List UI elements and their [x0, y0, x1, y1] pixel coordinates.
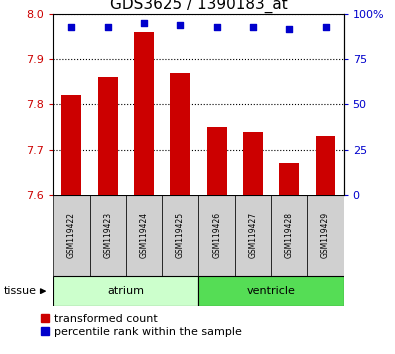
Bar — [126, 195, 162, 276]
Point — [105, 24, 111, 30]
Legend: transformed count, percentile rank within the sample: transformed count, percentile rank withi… — [39, 312, 244, 339]
Point — [68, 24, 75, 30]
Point — [322, 24, 329, 30]
Bar — [235, 195, 271, 276]
Point — [213, 24, 220, 30]
Bar — [62, 95, 81, 195]
Point — [286, 26, 292, 32]
Text: GSM119424: GSM119424 — [139, 212, 149, 258]
Text: GSM119428: GSM119428 — [285, 212, 294, 258]
Bar — [98, 77, 118, 195]
Text: ventricle: ventricle — [246, 286, 295, 296]
Bar — [271, 195, 307, 276]
Text: GSM119425: GSM119425 — [176, 212, 185, 258]
Text: GSM119426: GSM119426 — [212, 212, 221, 258]
Text: GSM119427: GSM119427 — [248, 212, 258, 258]
Bar — [134, 32, 154, 195]
Text: GSM119423: GSM119423 — [103, 212, 112, 258]
Bar — [53, 276, 199, 306]
Bar — [162, 195, 199, 276]
Text: atrium: atrium — [107, 286, 145, 296]
Point — [141, 20, 147, 26]
Bar — [243, 131, 263, 195]
Text: GSM119422: GSM119422 — [67, 212, 76, 258]
Bar — [316, 136, 335, 195]
Bar — [307, 195, 344, 276]
Bar — [90, 195, 126, 276]
Point — [177, 22, 184, 28]
Text: tissue: tissue — [4, 286, 37, 296]
Title: GDS3625 / 1390183_at: GDS3625 / 1390183_at — [110, 0, 288, 13]
Bar — [53, 195, 90, 276]
Bar — [170, 73, 190, 195]
Bar — [199, 195, 235, 276]
Bar — [199, 276, 344, 306]
Bar — [279, 163, 299, 195]
Point — [250, 24, 256, 30]
Text: GSM119429: GSM119429 — [321, 212, 330, 258]
Bar — [207, 127, 227, 195]
